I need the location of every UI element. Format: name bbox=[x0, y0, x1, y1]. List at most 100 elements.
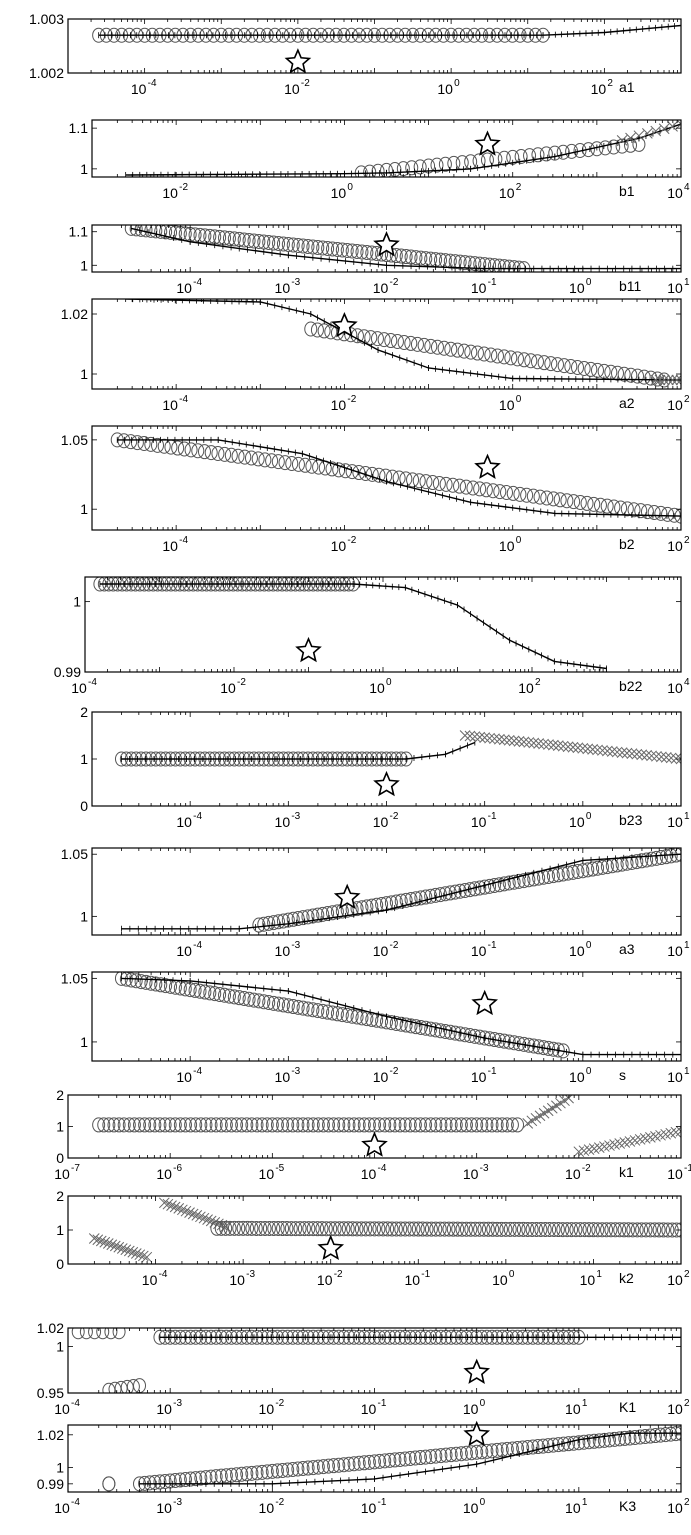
data-point-circle bbox=[117, 1117, 131, 1133]
data-point-circle bbox=[286, 911, 300, 927]
x-tick-label: 10 bbox=[275, 280, 291, 296]
data-point-cross bbox=[508, 735, 520, 747]
data-point-circle bbox=[178, 1472, 192, 1488]
data-point-circle bbox=[617, 1222, 631, 1238]
data-point-circle bbox=[464, 1221, 478, 1237]
data-point-cross bbox=[631, 748, 643, 760]
data-point-circle bbox=[525, 1221, 539, 1237]
data-point-circle bbox=[597, 1432, 611, 1448]
data-point-cross bbox=[538, 738, 549, 750]
data-point-circle bbox=[626, 1222, 640, 1238]
data-point-circle bbox=[301, 1460, 315, 1476]
x-tick-label-exponent: 0 bbox=[480, 1398, 486, 1409]
x-tick-label-exponent: -2 bbox=[347, 394, 356, 405]
data-point-cross bbox=[116, 1243, 128, 1254]
data-point-circle bbox=[272, 914, 286, 930]
data-point-circle bbox=[319, 1221, 333, 1237]
data-point-circle bbox=[463, 882, 477, 898]
data-point-circle bbox=[586, 861, 600, 877]
data-point-circle bbox=[582, 1434, 596, 1450]
data-point-circle bbox=[433, 1221, 447, 1237]
data-point-circle bbox=[420, 1221, 434, 1237]
data-point-circle bbox=[214, 1117, 228, 1133]
panel-label: K3 bbox=[619, 1498, 636, 1514]
data-point-circle bbox=[547, 1222, 561, 1238]
data-point-cross bbox=[130, 1248, 142, 1259]
data-point-circle bbox=[419, 1449, 433, 1465]
x-tick-label-exponent: 2 bbox=[535, 677, 541, 688]
data-point-cross bbox=[621, 747, 633, 759]
x-tick-label-exponent: -3 bbox=[291, 1066, 300, 1077]
data-point-circle bbox=[272, 235, 286, 251]
data-point-circle bbox=[472, 153, 486, 169]
data-point-circle bbox=[627, 502, 641, 518]
data-point-circle bbox=[262, 915, 276, 931]
data-point-cross bbox=[95, 1235, 107, 1247]
data-point-circle bbox=[497, 259, 511, 272]
data-point-circle bbox=[489, 151, 503, 167]
y-tick-label: 1 bbox=[56, 1339, 64, 1355]
data-point-circle bbox=[270, 1463, 284, 1479]
data-point-circle bbox=[184, 1471, 198, 1487]
x-tick-label-exponent: -3 bbox=[173, 1398, 182, 1409]
data-point-circle bbox=[573, 495, 587, 511]
data-point-circle bbox=[608, 1431, 622, 1447]
x-tick-label-exponent: 1 bbox=[596, 1269, 602, 1280]
data-point-circle bbox=[311, 907, 325, 923]
data-point-circle bbox=[633, 1429, 647, 1445]
data-point-circle bbox=[222, 988, 236, 1004]
data-point-circle bbox=[341, 1221, 355, 1237]
data-point-circle bbox=[350, 244, 364, 260]
data-point-circle bbox=[413, 1450, 427, 1466]
data-point-circle bbox=[500, 1117, 514, 1133]
data-point-cross bbox=[195, 1211, 206, 1223]
data-point-circle bbox=[480, 1117, 494, 1133]
data-point-circle bbox=[640, 504, 654, 520]
data-point-circle bbox=[434, 1117, 448, 1133]
data-point-circle bbox=[561, 865, 575, 881]
data-point-circle bbox=[286, 237, 300, 253]
data-point-circle bbox=[394, 248, 408, 264]
data-point-circle bbox=[301, 1117, 315, 1133]
data-point-cross bbox=[498, 734, 510, 746]
data-point-circle bbox=[281, 912, 295, 928]
data-point-circle bbox=[417, 337, 431, 353]
data-point-circle bbox=[365, 245, 379, 261]
data-point-circle bbox=[630, 1222, 644, 1238]
x-tick-label: 10 bbox=[369, 680, 385, 696]
data-point-circle bbox=[604, 1222, 618, 1238]
y-tick-label: 1.02 bbox=[61, 306, 88, 322]
data-point-circle bbox=[649, 850, 663, 866]
data-point-circle bbox=[439, 476, 453, 492]
x-tick-label: 10 bbox=[259, 1401, 275, 1417]
x-tick-label-exponent: 0 bbox=[516, 535, 522, 546]
data-point-circle bbox=[578, 1222, 592, 1238]
data-point-circle bbox=[227, 1220, 241, 1236]
data-point-circle bbox=[582, 1222, 596, 1238]
data-point-circle bbox=[144, 225, 158, 238]
data-point-circle bbox=[219, 1220, 233, 1236]
data-point-circle bbox=[659, 849, 673, 865]
plot-area bbox=[71, 1328, 681, 1393]
data-point-circle bbox=[607, 139, 621, 155]
data-point-cross bbox=[141, 1251, 153, 1263]
data-point-circle bbox=[92, 1117, 106, 1133]
data-point-cross bbox=[202, 1214, 213, 1225]
data-point-circle bbox=[504, 350, 518, 366]
x-tick-label-exponent: -3 bbox=[291, 277, 300, 288]
data-point-circle bbox=[600, 498, 614, 514]
data-point-cross bbox=[99, 1236, 111, 1248]
x-tick-label-exponent: -4 bbox=[193, 940, 202, 951]
data-point-circle bbox=[240, 1466, 254, 1482]
data-point-circle bbox=[444, 341, 458, 357]
x-tick-label-exponent: 1 bbox=[684, 277, 690, 288]
data-point-circle bbox=[242, 991, 256, 1007]
data-point-circle bbox=[360, 899, 374, 915]
x-tick-label-exponent: -3 bbox=[173, 1497, 182, 1508]
data-point-circle bbox=[618, 1430, 632, 1446]
data-point-circle bbox=[372, 1221, 386, 1237]
x-tick-label: 10 bbox=[176, 943, 192, 959]
data-point-circle bbox=[429, 1221, 443, 1237]
x-tick-label: 10 bbox=[667, 1500, 683, 1516]
